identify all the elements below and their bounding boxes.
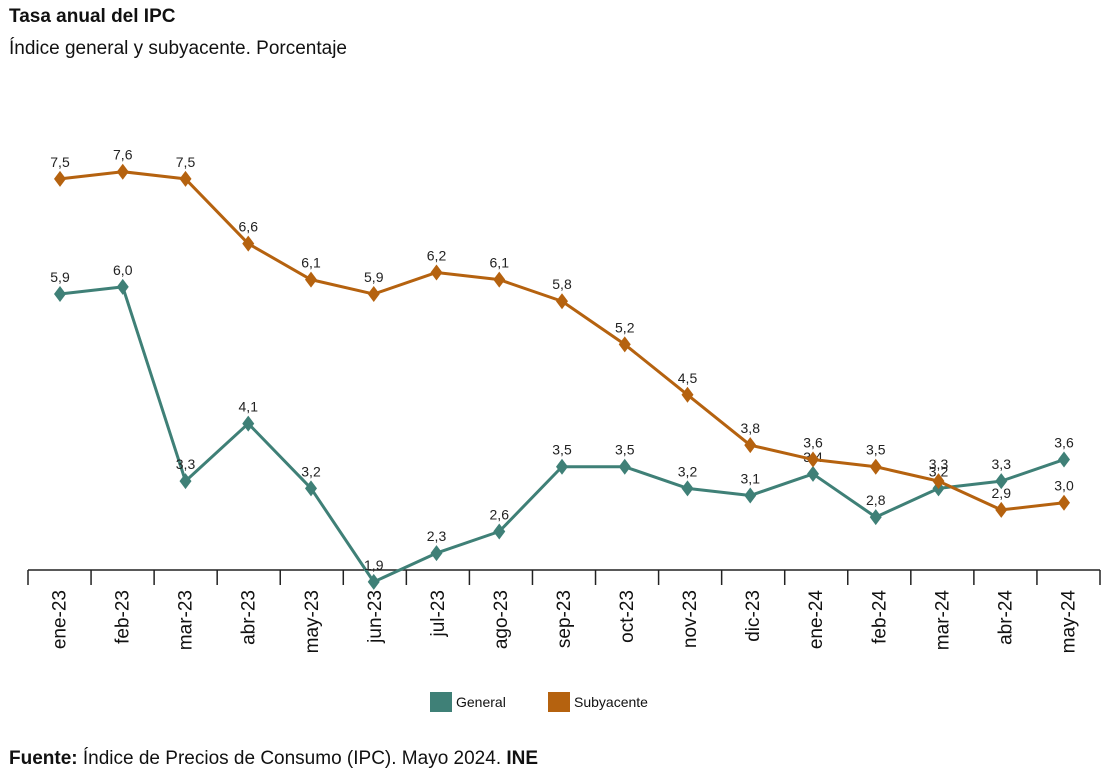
data-label-subyacente: 7,6 bbox=[113, 147, 133, 163]
source-label: Fuente: bbox=[9, 748, 78, 769]
data-label-subyacente: 6,1 bbox=[490, 255, 510, 271]
data-label-general: 5,9 bbox=[50, 269, 70, 285]
data-label-general: 3,2 bbox=[678, 463, 698, 479]
x-tick-label: sep-23 bbox=[554, 590, 575, 648]
data-label-subyacente: 6,2 bbox=[427, 247, 447, 263]
data-label-general: 2,8 bbox=[866, 492, 886, 508]
data-point-subyacente bbox=[932, 473, 945, 490]
data-point-subyacente bbox=[1058, 494, 1070, 511]
data-point-general bbox=[681, 480, 694, 497]
data-label-general: 2,6 bbox=[490, 507, 510, 523]
data-point-general bbox=[367, 573, 380, 590]
data-point-subyacente bbox=[869, 458, 882, 475]
x-tick-label: abr-24 bbox=[995, 590, 1016, 645]
data-point-subyacente bbox=[179, 170, 192, 187]
data-point-subyacente bbox=[430, 264, 443, 281]
data-label-general: 3,2 bbox=[929, 463, 949, 479]
data-point-general bbox=[556, 458, 568, 475]
data-label-subyacente: 7,5 bbox=[176, 154, 196, 170]
x-tick-label: feb-23 bbox=[113, 590, 134, 644]
data-point-subyacente bbox=[493, 271, 506, 288]
data-point-subyacente bbox=[618, 336, 631, 353]
data-label-subyacente: 6,1 bbox=[301, 255, 321, 271]
x-tick-label: jul-23 bbox=[428, 590, 449, 637]
data-point-general bbox=[995, 473, 1008, 490]
legend-swatch-general bbox=[430, 692, 452, 712]
data-point-general bbox=[807, 465, 819, 482]
legend-swatch-subyacente bbox=[548, 692, 570, 712]
data-point-subyacente bbox=[556, 293, 568, 310]
data-point-general bbox=[618, 458, 631, 475]
data-label-general: 3,1 bbox=[741, 471, 761, 487]
x-tick-label: ago-23 bbox=[491, 590, 512, 649]
data-label-general: 1,9 bbox=[364, 557, 384, 573]
data-point-general bbox=[430, 545, 443, 562]
data-label-general: 4,1 bbox=[239, 399, 259, 415]
chart-title: Tasa anual del IPC bbox=[9, 6, 176, 27]
source-org: INE bbox=[506, 748, 539, 769]
x-tick-label: mar-24 bbox=[932, 590, 953, 651]
data-label-subyacente: 3,0 bbox=[1054, 478, 1074, 494]
x-tick-label: dic-23 bbox=[743, 590, 764, 642]
data-label-general: 3,3 bbox=[176, 456, 196, 472]
data-label-subyacente: 5,8 bbox=[552, 276, 572, 292]
data-point-general bbox=[54, 286, 66, 303]
data-label-subyacente: 5,2 bbox=[615, 319, 635, 335]
data-point-general bbox=[869, 509, 882, 526]
x-tick-label: ene-23 bbox=[50, 590, 71, 649]
data-label-general: 6,0 bbox=[113, 262, 133, 278]
x-tick-label: nov-23 bbox=[680, 590, 701, 648]
data-label-subyacente: 3,8 bbox=[741, 420, 761, 436]
data-point-subyacente bbox=[305, 271, 317, 288]
data-label-general: 3,5 bbox=[552, 442, 572, 458]
legend-label-general: General bbox=[456, 694, 506, 710]
x-tick-label: jun-23 bbox=[365, 590, 386, 644]
data-point-subyacente bbox=[744, 437, 757, 454]
data-point-general bbox=[493, 523, 506, 540]
data-label-subyacente: 5,9 bbox=[364, 269, 384, 285]
data-point-subyacente bbox=[807, 451, 819, 468]
data-point-subyacente bbox=[54, 170, 66, 187]
data-point-general bbox=[242, 415, 255, 432]
x-tick-label: may-23 bbox=[302, 590, 323, 653]
data-label-subyacente: 6,6 bbox=[239, 219, 259, 235]
data-point-general bbox=[116, 278, 129, 295]
x-tick-label: oct-23 bbox=[617, 590, 638, 643]
source-note: Fuente: Índice de Precios de Consumo (IP… bbox=[9, 748, 538, 770]
data-label-general: 3,3 bbox=[992, 456, 1012, 472]
x-tick-label: feb-24 bbox=[869, 590, 890, 644]
data-point-subyacente bbox=[116, 163, 129, 180]
data-label-subyacente: 3,6 bbox=[803, 435, 823, 451]
data-point-general bbox=[744, 487, 757, 504]
data-label-general: 3,2 bbox=[301, 463, 321, 479]
data-point-general bbox=[305, 480, 317, 497]
chart-subtitle: Índice general y subyacente. Porcentaje bbox=[9, 38, 347, 59]
data-label-general: 2,3 bbox=[427, 528, 447, 544]
data-point-general bbox=[1058, 451, 1070, 468]
source-text: Índice de Precios de Consumo (IPC). Mayo… bbox=[82, 748, 502, 769]
data-label-subyacente: 7,5 bbox=[50, 154, 70, 170]
data-label-general: 3,5 bbox=[615, 442, 635, 458]
x-tick-label: mar-23 bbox=[176, 590, 197, 650]
data-point-subyacente bbox=[242, 235, 255, 252]
x-tick-label: may-24 bbox=[1058, 590, 1079, 654]
data-label-subyacente: 3,3 bbox=[929, 456, 949, 472]
data-label-subyacente: 3,5 bbox=[866, 442, 886, 458]
data-point-subyacente bbox=[681, 386, 694, 403]
data-point-general bbox=[179, 473, 192, 490]
data-label-subyacente: 4,5 bbox=[678, 370, 698, 386]
data-point-subyacente bbox=[995, 501, 1008, 518]
legend-label-subyacente: Subyacente bbox=[574, 694, 648, 710]
x-tick-label: abr-23 bbox=[239, 590, 260, 645]
x-tick-label: ene-24 bbox=[806, 590, 827, 650]
data-point-subyacente bbox=[367, 286, 380, 303]
data-label-general: 3,6 bbox=[1054, 435, 1074, 451]
data-label-subyacente: 2,9 bbox=[992, 485, 1012, 501]
series-line-general bbox=[59, 285, 1065, 584]
